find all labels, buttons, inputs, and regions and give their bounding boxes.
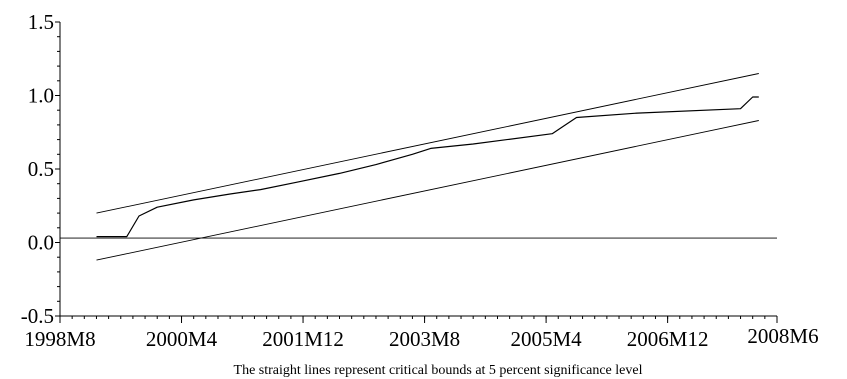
y-tick-label: 1.5 — [28, 10, 54, 34]
y-tick-label: -0.5 — [21, 304, 54, 328]
x-tick-label: 2006M12 — [627, 327, 709, 351]
y-tick-label: 0.0 — [28, 231, 54, 255]
series-group — [60, 73, 777, 261]
x-tick-label: 2003M8 — [389, 327, 460, 351]
x-tick-label: 2005M4 — [511, 327, 583, 351]
chart-caption: The straight lines represent critical bo… — [234, 363, 643, 378]
y-tick-label: 1.0 — [28, 84, 54, 108]
x-tick-label: 2000M4 — [146, 327, 218, 351]
x-tick-label: 2008M6 — [747, 324, 818, 348]
x-tick-label: 1998M8 — [24, 327, 95, 351]
tick-labels: -0.5 0.0 0.5 1.0 1.5 1998M8 2000M4 2001M12 2003M… — [21, 10, 819, 351]
y-tick-label: 0.5 — [28, 157, 54, 181]
statistic-line — [96, 96, 759, 238]
x-tick-label: 2001M12 — [262, 327, 344, 351]
lower-critical-bound-line — [96, 120, 759, 261]
axes — [55, 21, 778, 323]
upper-critical-bound-line — [96, 73, 759, 214]
